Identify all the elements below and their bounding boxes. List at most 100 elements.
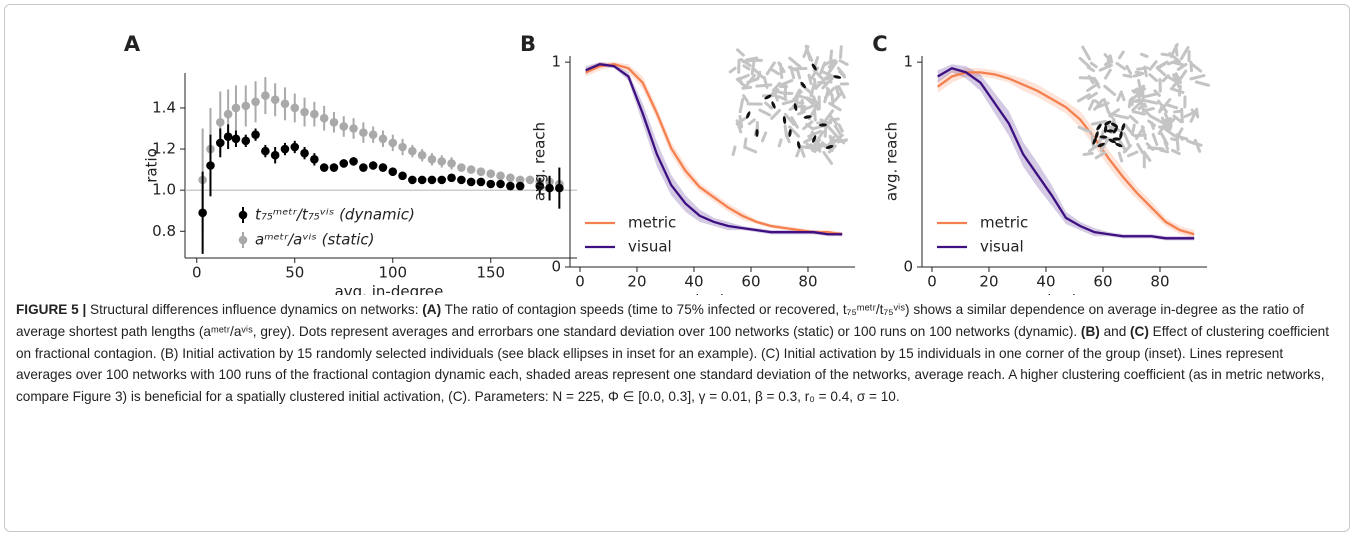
inset-agent xyxy=(1108,138,1116,144)
legend-marker xyxy=(238,235,248,245)
dot xyxy=(329,118,339,127)
inset-agent xyxy=(1099,135,1108,139)
inset-edge xyxy=(1125,64,1133,75)
inset-edge xyxy=(1179,46,1190,61)
caption-text: The ratio of contagion speeds (time to 7… xyxy=(16,302,1304,339)
inset-edge xyxy=(795,94,808,100)
inset-edge xyxy=(1168,52,1182,64)
inset-edge xyxy=(815,139,822,153)
inset-edge xyxy=(824,109,835,122)
std-band xyxy=(585,62,843,237)
inset-edge xyxy=(826,124,838,137)
inset-edge xyxy=(1132,72,1143,78)
inset-edge xyxy=(1094,151,1107,160)
inset-edge xyxy=(1189,62,1203,73)
dot xyxy=(319,163,329,172)
dot xyxy=(231,103,241,113)
inset-agent xyxy=(788,129,792,137)
y-tick-label: 0 xyxy=(551,258,561,276)
dot xyxy=(466,177,476,187)
dot xyxy=(515,175,525,185)
dot xyxy=(427,155,437,164)
panel-label: A xyxy=(124,32,141,56)
inset-edge xyxy=(755,83,773,88)
inset-network xyxy=(1077,43,1211,169)
inset-edge xyxy=(1132,133,1147,138)
inset-edge xyxy=(836,66,846,78)
x-tick-label: 50 xyxy=(285,264,304,282)
inset-edge xyxy=(1093,99,1102,107)
inset-edge xyxy=(778,62,784,79)
inset-edge xyxy=(743,137,748,149)
inset-edge xyxy=(837,123,844,133)
caption-ref: (A) xyxy=(422,302,442,317)
inset-edge xyxy=(802,120,814,131)
inset-edge xyxy=(829,49,834,61)
inset-edge xyxy=(1165,103,1179,110)
inset-edge xyxy=(1193,138,1202,153)
caption-label: FIGURE 5 | xyxy=(16,302,87,317)
inset-agent xyxy=(1097,142,1105,148)
inset-edge xyxy=(819,118,830,125)
line xyxy=(585,63,843,236)
x-tick-label: 0 xyxy=(192,264,202,282)
inset-edge xyxy=(742,64,751,71)
inset-agent xyxy=(771,101,776,109)
caption-text: Effect of clustering coefficient on frac… xyxy=(16,323,1329,405)
inset-agent xyxy=(1096,123,1102,131)
inset-edge xyxy=(1144,99,1159,105)
dot xyxy=(241,101,251,111)
inset-edge xyxy=(1172,114,1183,123)
x-axis-label: avg. in-degree xyxy=(1010,292,1119,296)
dot xyxy=(506,173,515,183)
inset-edge xyxy=(1113,113,1130,120)
inset-edge xyxy=(812,68,826,82)
inset-agent xyxy=(755,129,759,137)
inset-edge xyxy=(822,150,834,165)
dot xyxy=(388,167,398,176)
inset-edge xyxy=(753,68,765,79)
dot xyxy=(388,138,398,148)
inset-agent xyxy=(1112,137,1121,141)
dot xyxy=(408,146,417,156)
dot xyxy=(215,118,225,127)
dot xyxy=(223,109,233,119)
inset-edge xyxy=(743,145,758,154)
inset-edge xyxy=(807,73,813,86)
y-tick-label: 1.4 xyxy=(152,98,176,116)
caption-text: and xyxy=(1099,323,1131,339)
dot xyxy=(280,144,290,154)
inset-agent xyxy=(1104,120,1112,126)
inset-edge xyxy=(1107,110,1114,119)
x-tick-label: 80 xyxy=(798,273,817,291)
dot xyxy=(525,175,535,185)
inset-edge xyxy=(784,133,791,144)
inset-edge xyxy=(1081,45,1092,61)
inset-edge xyxy=(828,60,838,73)
inset-edge xyxy=(1127,98,1132,109)
legend-label: aᵐᵉᵗʳ/aᵛⁱˢ (static) xyxy=(255,231,375,249)
inset-edge xyxy=(821,70,836,79)
x-tick-label: 0 xyxy=(575,273,585,291)
inset-edge xyxy=(1089,61,1098,69)
inset-edge xyxy=(833,124,843,137)
dot xyxy=(427,175,437,185)
inset-edge xyxy=(837,84,846,99)
inset-edge xyxy=(828,134,835,148)
std-band xyxy=(937,68,1195,239)
dot xyxy=(535,181,545,191)
x-tick-label: 20 xyxy=(627,273,646,291)
dot xyxy=(378,134,388,144)
dot xyxy=(319,113,329,123)
inset-edge xyxy=(1098,63,1113,72)
inset-edge xyxy=(797,110,806,116)
inset-agent xyxy=(1121,123,1126,131)
inset-edge xyxy=(1078,56,1091,68)
inset-edge xyxy=(1077,125,1093,134)
inset-edge xyxy=(1117,151,1124,163)
inset-edge xyxy=(796,69,802,80)
dot xyxy=(251,130,260,139)
inset-edge xyxy=(788,125,801,138)
inset-edge xyxy=(1103,84,1117,96)
